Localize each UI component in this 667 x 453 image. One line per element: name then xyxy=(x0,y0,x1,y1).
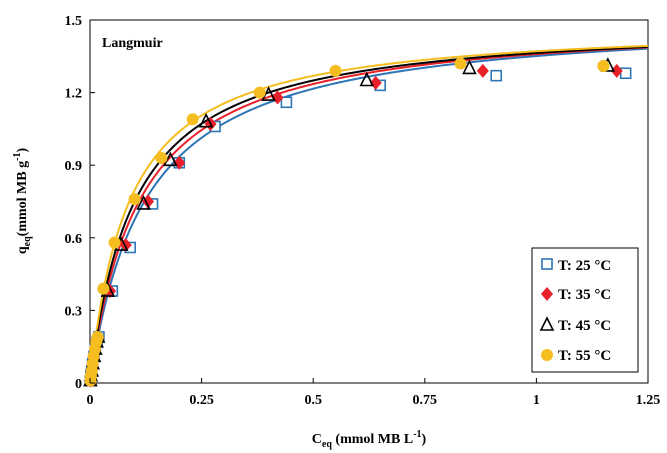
x-tick-label: 0 xyxy=(87,393,94,408)
data-point-triangle xyxy=(462,59,477,75)
y-tick-label: 0 xyxy=(75,377,82,392)
data-point-triangle xyxy=(163,151,178,167)
x-tick-label: 0.75 xyxy=(413,393,438,408)
data-point-circle xyxy=(108,236,121,249)
x-tick-label: 0.25 xyxy=(189,393,214,408)
y-axis-title: qeq(mmol MB g-1) xyxy=(12,148,33,255)
legend-label-35c: T: 35 °C xyxy=(558,287,611,303)
data-point-diamond xyxy=(271,90,284,105)
annotation-label: Langmuir xyxy=(102,36,163,51)
y-tick-label: 1.2 xyxy=(65,87,83,102)
data-point-square xyxy=(619,67,632,80)
data-point-square xyxy=(490,69,503,82)
legend-label-25c: T: 25 °C xyxy=(558,258,611,274)
data-point-circle xyxy=(97,282,110,295)
legend: T: 25 °C T: 35 °C T: 45 °C T: 55 °C xyxy=(531,247,639,373)
legend-item-55c: T: 55 °C xyxy=(541,348,611,364)
legend-marker-circle xyxy=(541,349,553,361)
data-point-circle xyxy=(597,59,610,72)
x-axis-title: Ceq (mmol MB L-1) xyxy=(312,429,427,450)
data-point-diamond xyxy=(173,155,186,170)
data-point-circle xyxy=(454,57,467,70)
data-point-circle xyxy=(155,151,168,164)
data-point-diamond xyxy=(369,75,382,90)
legend-item-25c: T: 25 °C xyxy=(541,258,611,274)
x-tick-label: 1.25 xyxy=(636,393,661,408)
legend-item-35c: T: 35 °C xyxy=(541,287,611,303)
data-point-diamond xyxy=(142,194,155,209)
y-tick-label: 0.6 xyxy=(65,232,83,247)
data-point-diamond xyxy=(610,63,623,78)
data-point-circle xyxy=(253,86,266,99)
legend-item-45c: T: 45 °C xyxy=(539,316,611,334)
fit-curve xyxy=(89,44,649,384)
x-tick-label: 0.5 xyxy=(304,393,322,408)
y-tick-label: 1.5 xyxy=(65,14,83,29)
fit-curve xyxy=(89,45,649,384)
legend-label-45c: T: 45 °C xyxy=(558,318,611,334)
data-point-triangle xyxy=(261,86,276,101)
data-point-circle xyxy=(186,113,199,126)
data-point-diamond xyxy=(476,63,489,78)
data-point-triangle xyxy=(359,71,375,87)
legend-marker-triangle xyxy=(539,316,555,331)
legend-label-55c: T: 55 °C xyxy=(558,348,611,364)
legend-marker-open-square xyxy=(541,258,553,270)
legend-marker-diamond xyxy=(541,287,553,301)
y-tick-label: 0.3 xyxy=(65,304,83,319)
y-tick-label: 0.9 xyxy=(65,159,83,174)
data-point-triangle xyxy=(198,112,214,128)
fit-curve xyxy=(89,46,649,384)
data-points xyxy=(83,57,632,388)
data-point-circle xyxy=(128,193,141,206)
data-point-triangle xyxy=(136,195,151,210)
data-point-circle xyxy=(329,64,342,77)
data-point-square xyxy=(280,96,293,109)
x-tick-label: 1 xyxy=(533,393,540,408)
data-point-circle xyxy=(91,331,104,344)
axis-ticks: 0 0.25 0.5 0.75 1 1.25 0 0.3 0.6 0.9 1.2 1.5 xyxy=(65,14,661,408)
